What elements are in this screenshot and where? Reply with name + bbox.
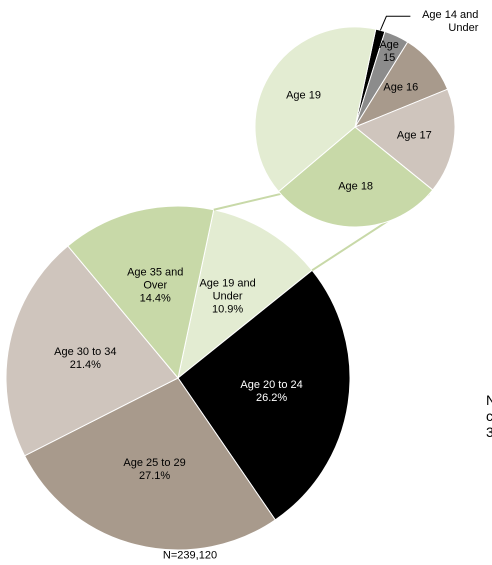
pie-slice — [177, 269, 351, 521]
leader-line — [379, 15, 411, 31]
slice-label: Age 20 to 24 26.2% — [240, 379, 302, 405]
category-label: Age 19 and Under — [199, 277, 256, 303]
category-label: Age 14 and Under — [422, 9, 479, 35]
category-label: Age 35 and Over — [127, 266, 184, 292]
value-label: 14.4% — [139, 292, 171, 305]
slice-label: Age 19 — [286, 90, 321, 103]
pie-slice — [277, 126, 434, 228]
category-label: Age 20 to 24 — [240, 378, 303, 391]
pie-slice — [177, 209, 313, 380]
category-label: Age 16 — [383, 81, 419, 94]
pie-slice — [354, 88, 456, 191]
category-label: Age 19 — [286, 89, 321, 102]
value-label: 26.2% — [255, 391, 288, 404]
cropped-text: 3 — [486, 424, 492, 440]
value-label: 10.9% — [211, 303, 244, 316]
slice-label: Age 30 to 34 21.4% — [54, 346, 116, 372]
note: N=239,120 — [162, 549, 218, 562]
slice-label: Age 14 and Under — [418, 9, 478, 35]
slice-label: Age 35 and Over 14.4% — [125, 267, 185, 306]
category-label: Age 17 — [396, 129, 432, 142]
slice-label: Age 19 and Under 10.9% — [198, 278, 258, 317]
pie-slice — [254, 26, 377, 193]
category-label: Age 15 — [379, 39, 399, 65]
category-label: Age 30 to 34 — [54, 345, 117, 358]
pie-slice — [5, 245, 179, 457]
cropped-text-fragment: 3 — [486, 424, 492, 440]
slice-label: Age 17 — [397, 129, 432, 142]
cropped-text: N — [486, 392, 492, 408]
slice-label: Age 15 — [377, 39, 401, 65]
value-label: 21.4% — [69, 358, 101, 371]
slice-label: Age 25 to 29 27.1% — [123, 457, 185, 483]
slice-label: Age 18 — [338, 180, 373, 193]
value-label: 27.1% — [138, 469, 171, 482]
cropped-text-fragment: c — [486, 408, 492, 424]
category-label: Age 25 to 29 — [123, 456, 186, 469]
pie-slice — [67, 205, 215, 380]
connector — [213, 192, 281, 211]
category-label: Age 18 — [338, 180, 374, 193]
pie-slice — [23, 377, 276, 551]
slice-label: Age 16 — [383, 82, 418, 95]
cropped-text: c — [486, 408, 492, 424]
cropped-text-fragment: N — [486, 392, 492, 408]
